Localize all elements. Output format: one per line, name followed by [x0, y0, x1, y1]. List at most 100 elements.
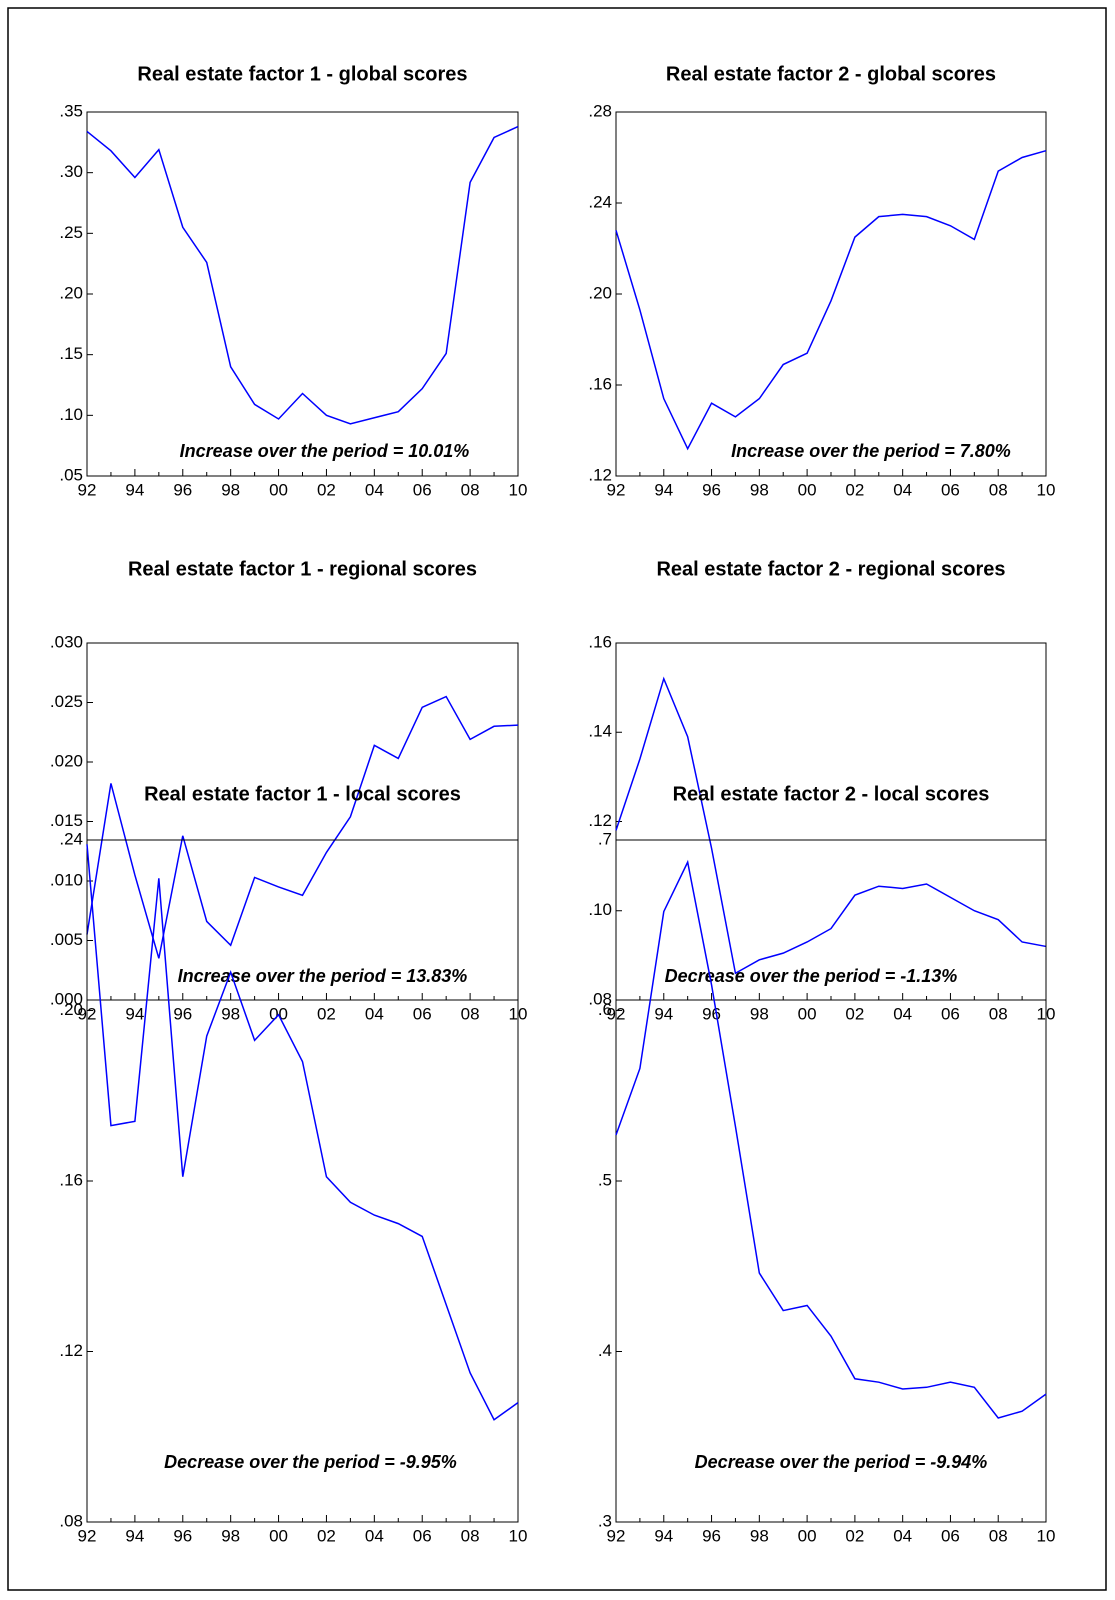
chart-title: Real estate factor 2 - global scores: [666, 63, 996, 85]
y-tick-label: .10: [59, 405, 83, 424]
y-tick-label: .030: [50, 632, 83, 651]
y-tick-label: .16: [588, 374, 612, 393]
x-tick-label: 00: [269, 1526, 288, 1545]
x-tick-label: 98: [221, 1004, 240, 1023]
chart-title: Real estate factor 1 - local scores: [144, 783, 461, 805]
x-tick-label: 94: [654, 1004, 673, 1023]
y-tick-label: .020: [50, 751, 83, 770]
x-tick-label: 02: [845, 1004, 864, 1023]
x-tick-label: 94: [654, 1526, 673, 1545]
series-line: [615, 859, 1047, 1419]
y-tick-label: .24: [59, 829, 83, 848]
y-tick-label: .30: [59, 162, 83, 181]
x-tick-label: 00: [798, 1004, 817, 1023]
x-tick-label: 02: [845, 480, 864, 499]
x-tick-label: 08: [989, 480, 1008, 499]
y-tick-label: .25: [59, 223, 83, 242]
x-tick-label: 10: [1037, 480, 1056, 499]
x-tick-label: 92: [78, 1526, 97, 1545]
annotation: Decrease over the period = -1.13%: [665, 966, 958, 986]
y-tick-label: .12: [59, 1341, 83, 1360]
chart-title: Real estate factor 2 - local scores: [673, 783, 990, 805]
y-tick-label: .20: [588, 283, 612, 302]
y-tick-label: .08: [59, 1511, 83, 1530]
x-tick-label: 04: [365, 1526, 384, 1545]
x-tick-label: 02: [317, 1526, 336, 1545]
y-tick-label: .010: [50, 870, 83, 889]
annotation: Increase over the period = 10.01%: [180, 441, 470, 461]
x-tick-label: 06: [413, 1526, 432, 1545]
y-tick-label: .08: [588, 989, 612, 1008]
x-tick-label: 92: [78, 480, 97, 499]
chart-title: Real estate factor 1 - regional scores: [128, 558, 477, 580]
x-tick-label: 00: [269, 480, 288, 499]
x-tick-label: 04: [893, 480, 912, 499]
x-tick-label: 94: [125, 1004, 144, 1023]
x-tick-label: 92: [607, 1526, 626, 1545]
page-border: [7, 7, 1107, 1591]
series-line: [86, 844, 519, 1421]
y-tick-label: .20: [59, 1000, 83, 1019]
plot-frame: [86, 642, 519, 1001]
plot-frame: [86, 111, 519, 477]
x-tick-label: 06: [941, 1526, 960, 1545]
x-tick-label: 98: [221, 1526, 240, 1545]
y-tick-label: .28: [588, 101, 612, 120]
x-tick-label: 08: [989, 1004, 1008, 1023]
x-tick-label: 96: [173, 480, 192, 499]
y-tick-label: .015: [50, 811, 83, 830]
x-tick-label: 96: [702, 480, 721, 499]
x-tick-label: 98: [750, 1004, 769, 1023]
x-tick-label: 04: [893, 1526, 912, 1545]
x-tick-label: 94: [125, 1526, 144, 1545]
y-tick-label: .3: [598, 1511, 612, 1530]
x-tick-label: 98: [750, 1526, 769, 1545]
y-tick-label: .20: [59, 283, 83, 302]
series-line: [86, 695, 519, 959]
plot-frame: [615, 839, 1047, 1523]
x-tick-label: 02: [317, 480, 336, 499]
x-tick-label: 98: [750, 480, 769, 499]
x-tick-label: 06: [413, 1004, 432, 1023]
y-tick-label: .15: [59, 344, 83, 363]
annotation: Increase over the period = 7.80%: [731, 441, 1011, 461]
x-tick-label: 94: [125, 480, 144, 499]
y-tick-label: .16: [588, 632, 612, 651]
x-tick-label: 96: [173, 1526, 192, 1545]
x-tick-label: 08: [461, 1004, 480, 1023]
x-tick-label: 92: [607, 480, 626, 499]
y-tick-label: .6: [598, 1000, 612, 1019]
chart-title: Real estate factor 1 - global scores: [137, 63, 467, 85]
y-tick-label: .14: [588, 722, 612, 741]
y-tick-label: .05: [59, 465, 83, 484]
x-tick-label: 08: [461, 480, 480, 499]
series-line: [615, 149, 1047, 451]
y-tick-label: .4: [598, 1341, 612, 1360]
x-tick-label: 08: [989, 1526, 1008, 1545]
x-tick-label: 94: [654, 480, 673, 499]
y-tick-label: .24: [588, 192, 612, 211]
y-tick-label: .025: [50, 692, 83, 711]
x-tick-label: 98: [221, 480, 240, 499]
x-tick-label: 06: [941, 480, 960, 499]
x-tick-label: 00: [798, 1526, 817, 1545]
series-line: [86, 125, 519, 425]
y-tick-label: .5: [598, 1170, 612, 1189]
x-tick-label: 02: [317, 1004, 336, 1023]
series-line: [615, 676, 1047, 975]
y-tick-label: .7: [598, 829, 612, 848]
annotation: Decrease over the period = -9.95%: [164, 1452, 457, 1472]
y-tick-label: .35: [59, 101, 83, 120]
plot-frame: [615, 642, 1047, 1001]
annotation: Decrease over the period = -9.94%: [695, 1452, 988, 1472]
x-tick-label: 10: [1037, 1526, 1056, 1545]
y-tick-label: .12: [588, 811, 612, 830]
y-tick-label: .16: [59, 1170, 83, 1189]
y-tick-label: .10: [588, 900, 612, 919]
plot-frame: [86, 839, 519, 1523]
x-tick-label: 10: [509, 1526, 528, 1545]
x-tick-label: 04: [365, 480, 384, 499]
x-tick-label: 96: [702, 1526, 721, 1545]
plot-frame: [615, 111, 1047, 477]
